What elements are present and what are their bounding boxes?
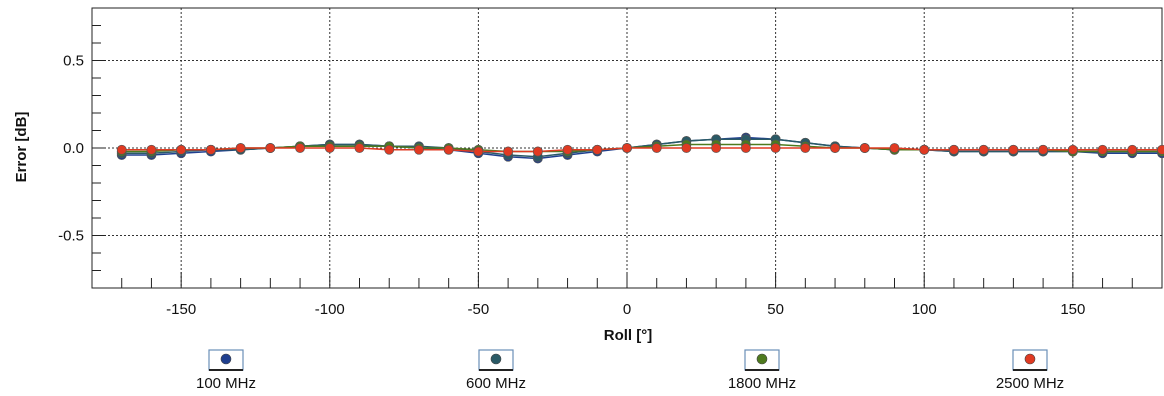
x-tick-label: 50 — [767, 301, 784, 318]
data-point — [146, 144, 157, 155]
data-point — [949, 144, 959, 155]
x-axis-title: Roll [°] — [604, 327, 653, 344]
x-tick-label: -50 — [468, 301, 490, 318]
legend-marker — [220, 353, 232, 365]
data-point — [176, 144, 187, 155]
data-point — [473, 146, 484, 157]
data-point — [1157, 144, 1164, 155]
data-point — [414, 144, 424, 155]
legend: 100 MHz 600 MHz 1800 MHz 2500 MHz — [196, 349, 1064, 392]
data-point — [384, 144, 395, 155]
x-tick-label: -150 — [166, 301, 196, 318]
legend-item: 600 MHz — [466, 349, 526, 392]
x-tick-label: 100 — [912, 301, 937, 318]
data-point — [503, 146, 514, 157]
data-point — [592, 144, 603, 155]
data-point — [1008, 144, 1019, 155]
data-point — [1067, 144, 1078, 155]
y-axis-title: Error [dB] — [13, 112, 30, 183]
data-point — [235, 143, 246, 153]
data-point — [532, 146, 543, 157]
legend-label: 600 MHz — [466, 375, 526, 392]
series-group — [116, 132, 1164, 164]
data-point — [443, 144, 454, 155]
legend-item: 1800 MHz — [728, 349, 796, 392]
data-point — [116, 144, 127, 155]
legend-label: 1800 MHz — [728, 375, 796, 392]
data-point — [889, 143, 900, 153]
data-point — [770, 143, 781, 153]
legend-label: 100 MHz — [196, 375, 256, 392]
data-point — [651, 143, 662, 153]
data-point — [740, 143, 751, 153]
y-tick-label: 0.5 — [63, 53, 84, 70]
data-point — [859, 143, 870, 153]
legend-marker — [490, 353, 502, 365]
data-point — [562, 144, 573, 155]
legend-item: 100 MHz — [196, 349, 256, 392]
data-point — [1038, 144, 1049, 155]
legend-marker — [1024, 353, 1036, 365]
data-point — [622, 143, 632, 153]
y-tick-label: 0.0 — [63, 140, 84, 157]
data-point — [1127, 144, 1138, 155]
data-point — [354, 143, 365, 153]
x-tick-label: -100 — [315, 301, 345, 318]
data-point — [978, 144, 989, 155]
data-point — [205, 144, 216, 155]
data-point — [1097, 144, 1108, 155]
legend-item: 2500 MHz — [996, 349, 1064, 392]
y-tick-label: -0.5 — [58, 228, 84, 245]
data-point — [830, 143, 840, 153]
data-point — [265, 143, 276, 153]
data-point — [711, 143, 722, 153]
x-tick-label: 150 — [1060, 301, 1085, 318]
series-line — [121, 147, 1162, 153]
legend-label: 2500 MHz — [996, 375, 1064, 392]
data-point — [324, 143, 335, 153]
data-point — [800, 143, 811, 153]
x-tick-labels: -150 -100 -50 0 50 100 150 — [166, 301, 1085, 318]
legend-marker — [756, 353, 768, 365]
x-tick-label: 0 — [623, 301, 631, 318]
data-point — [919, 144, 930, 155]
data-point — [681, 143, 692, 153]
series-2500-mhz — [116, 143, 1164, 157]
y-tick-labels: -0.5 0.0 0.5 — [58, 53, 84, 245]
data-point — [295, 143, 305, 153]
